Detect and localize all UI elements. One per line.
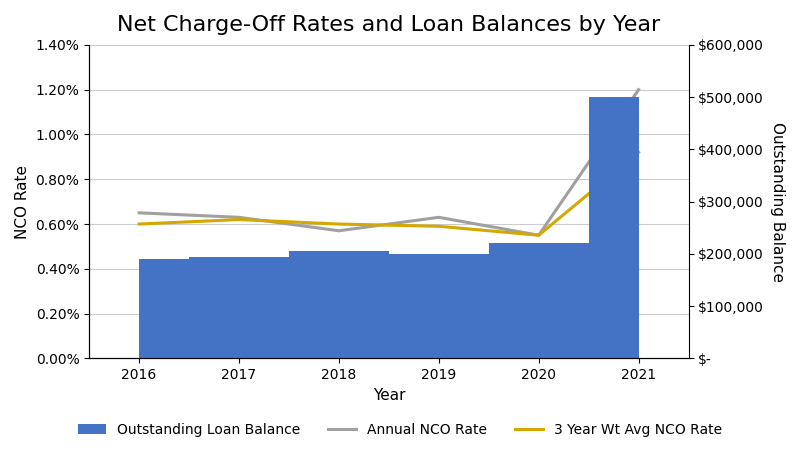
Annual NCO Rate [234, 215, 244, 220]
X-axis label: Year: Year [373, 388, 405, 403]
Annual NCO Rate [634, 87, 643, 93]
Line: 3 Year Wt Avg NCO Rate: 3 Year Wt Avg NCO Rate [139, 153, 638, 235]
3 Year Wt Avg NCO Rate [634, 150, 643, 155]
3 Year Wt Avg NCO Rate [434, 223, 444, 229]
3 Year Wt Avg NCO Rate [334, 221, 344, 227]
Annual NCO Rate [334, 228, 344, 233]
Annual NCO Rate [134, 210, 144, 216]
Annual NCO Rate [434, 215, 444, 220]
Title: Net Charge-Off Rates and Loan Balances by Year: Net Charge-Off Rates and Loan Balances b… [118, 15, 661, 35]
3 Year Wt Avg NCO Rate [234, 217, 244, 222]
Annual NCO Rate [534, 232, 543, 238]
Y-axis label: NCO Rate: NCO Rate [15, 165, 30, 239]
Legend: Outstanding Loan Balance, Annual NCO Rate, 3 Year Wt Avg NCO Rate: Outstanding Loan Balance, Annual NCO Rat… [73, 417, 727, 443]
3 Year Wt Avg NCO Rate [534, 232, 543, 238]
Y-axis label: Outstanding Balance: Outstanding Balance [770, 122, 785, 281]
Line: Annual NCO Rate: Annual NCO Rate [139, 90, 638, 235]
3 Year Wt Avg NCO Rate [134, 221, 144, 227]
